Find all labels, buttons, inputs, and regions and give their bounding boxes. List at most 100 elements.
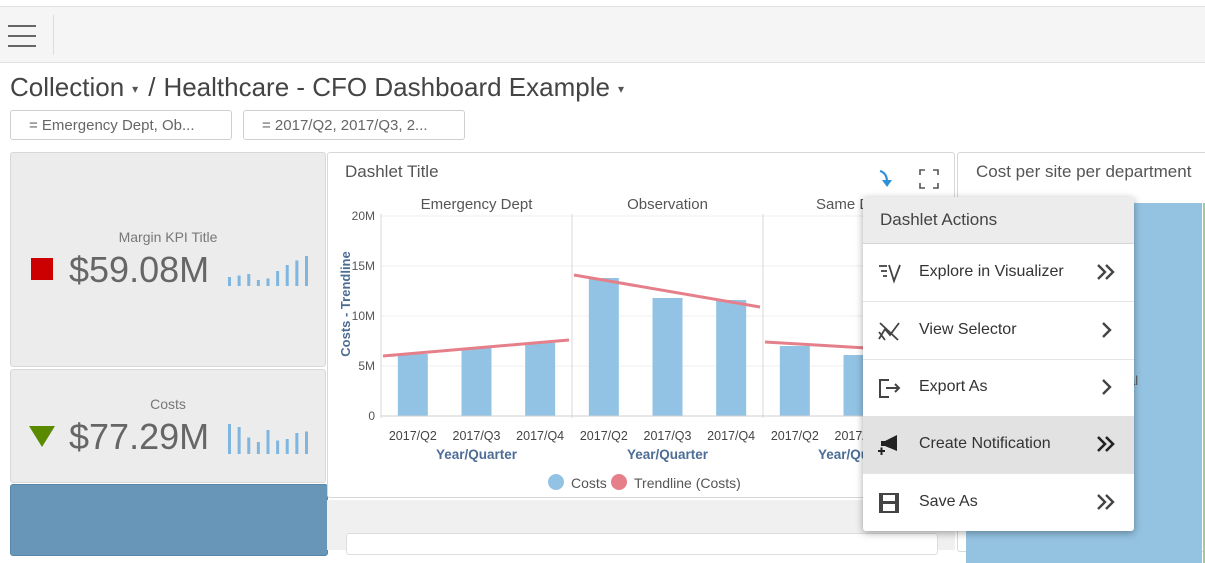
panel-title: Emergency Dept — [421, 196, 534, 213]
bar-chart: Costs - Trendline 20M 15M 10M 5M 0 Emergency D… — [338, 196, 954, 462]
x-axis-title: Year/Quarter — [436, 447, 518, 462]
view-selector-icon — [878, 322, 900, 341]
export-icon — [879, 379, 901, 398]
top-bar — [0, 6, 1205, 63]
spark-bar — [247, 274, 251, 286]
hamburger-menu-icon[interactable] — [8, 25, 36, 47]
breadcrumb-separator: / — [148, 72, 156, 102]
double-chevron-right-icon — [1097, 264, 1115, 280]
breadcrumb: Collection ▾ / Healthcare - CFO Dashboard E… — [10, 72, 634, 103]
menu-item-view-selector[interactable]: View Selector — [863, 302, 1134, 360]
legend-label: Trendline (Costs) — [634, 475, 741, 491]
page-title[interactable]: Healthcare - CFO Dashboard Example — [163, 72, 610, 102]
spark-bar — [256, 280, 260, 286]
kpi-title: Margin KPI Title — [118, 229, 218, 245]
menu-item-label: Create Notification — [919, 435, 1051, 452]
spark-bar — [266, 278, 270, 286]
dashlet-actions-menu: Dashlet Actions Explore in Visualizer Vi… — [863, 197, 1134, 531]
spark-bar — [285, 439, 289, 454]
x-tick-label: 2017/Q3 — [644, 429, 692, 443]
bar — [397, 354, 428, 416]
bar — [525, 343, 556, 416]
menu-item-label: View Selector — [919, 321, 1017, 338]
kpi-card-costs[interactable]: Costs $77.29M — [10, 369, 326, 483]
dashlet-lower — [346, 533, 938, 555]
divider — [53, 15, 54, 55]
spark-bar — [228, 277, 231, 286]
y-tick-label: 10M — [352, 309, 375, 323]
menu-item-label: Save As — [919, 493, 978, 510]
x-tick-label: 2017/Q2 — [389, 429, 437, 443]
expand-icon[interactable] — [918, 168, 940, 190]
menu-header-label: Dashlet Actions — [880, 210, 998, 229]
spark-bar — [237, 275, 241, 286]
kpi-value: $77.29M — [69, 416, 210, 457]
legend-swatch — [548, 474, 564, 490]
bar — [461, 348, 492, 416]
menu-item-label: Explore in Visualizer — [919, 263, 1064, 280]
menu-item-create-notification[interactable]: Create Notification — [863, 416, 1134, 474]
menu-item-export-as[interactable]: Export As — [863, 359, 1134, 417]
legend-swatch — [611, 474, 627, 490]
panel-title: Observation — [627, 196, 708, 213]
x-tick-label: 2017/Q4 — [516, 429, 564, 443]
sparkline-chart — [228, 424, 308, 454]
spark-bar — [285, 265, 289, 286]
trendline — [382, 338, 570, 358]
spark-bar — [305, 256, 308, 286]
bar — [652, 298, 683, 416]
dashlet-title: Cost per site per department — [976, 162, 1192, 181]
y-axis-title: Costs - Trendline — [338, 251, 353, 356]
y-tick-label: 0 — [368, 409, 375, 423]
down-triangle-icon — [29, 426, 55, 447]
spark-bar — [228, 424, 231, 454]
menu-item-save-as[interactable]: Save As — [863, 474, 1134, 531]
chevron-down-icon[interactable]: ▾ — [132, 82, 139, 97]
breadcrumb-collection[interactable]: Collection — [10, 72, 125, 102]
kpi-card-blue[interactable] — [10, 484, 328, 556]
double-chevron-right-icon — [1097, 494, 1115, 510]
y-tick-label: 5M — [358, 359, 375, 373]
x-tick-label: 2017/Q3 — [453, 429, 501, 443]
spark-bar — [266, 430, 270, 454]
drill-arrow-icon[interactable] — [877, 168, 893, 188]
sparkline-chart — [228, 256, 308, 286]
trendline — [573, 273, 761, 309]
spark-bar — [256, 442, 260, 454]
notification-icon — [878, 435, 897, 455]
spark-bar — [305, 431, 308, 454]
bar — [779, 346, 810, 416]
x-tick-label: 2017/Q2 — [580, 429, 628, 443]
x-axis-title: Year/Quarter — [627, 447, 709, 462]
dashlet-title: Dashlet Title — [345, 162, 439, 181]
filter-pill-quarter[interactable]: = 2017/Q2, 2017/Q3, 2... — [243, 110, 465, 140]
menu-item-label: Export As — [919, 378, 988, 395]
spark-bar — [276, 440, 280, 454]
spark-bar — [295, 260, 299, 286]
dashlet-chart: Dashlet Title Costs - Trendline 20M 15M 10M… — [327, 152, 955, 498]
spark-bar — [295, 433, 299, 454]
kpi-title: Costs — [150, 396, 186, 412]
chevron-right-icon — [1102, 322, 1112, 338]
chevron-down-icon[interactable]: ▾ — [617, 82, 624, 97]
y-tick-label: 15M — [352, 259, 375, 273]
spark-bar — [237, 427, 241, 454]
spark-bar — [276, 271, 280, 286]
kpi-value: $59.08M — [69, 249, 210, 290]
explore-icon — [879, 264, 901, 284]
treemap-block[interactable] — [1203, 203, 1205, 563]
double-chevron-right-icon — [1097, 436, 1115, 452]
red-square-icon — [31, 258, 53, 280]
chevron-right-icon — [1102, 379, 1112, 395]
kpi-card-margin[interactable]: Margin KPI Title $59.08M — [10, 152, 326, 367]
menu-header: Dashlet Actions — [863, 197, 1134, 244]
bar — [716, 300, 747, 416]
menu-item-explore-in-visualizer[interactable]: Explore in Visualizer — [863, 244, 1134, 302]
bar — [588, 278, 619, 416]
spark-bar — [247, 437, 251, 454]
legend-label: Costs — [571, 475, 607, 491]
filter-pill-department[interactable]: = Emergency Dept, Ob... — [10, 110, 232, 140]
x-tick-label: 2017/Q2 — [771, 429, 819, 443]
y-tick-label: 20M — [352, 209, 375, 223]
save-icon — [879, 493, 899, 513]
